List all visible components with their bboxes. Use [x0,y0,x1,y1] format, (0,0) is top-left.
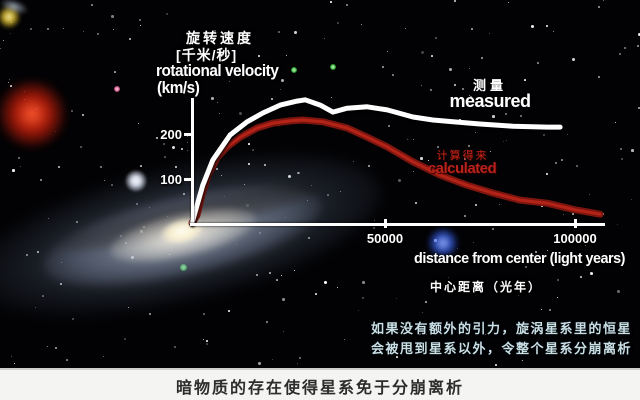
y-tick-100 [184,178,193,181]
x-tick-50000 [384,219,387,228]
caption-bar: 暗物质的存在使得星系免于分崩离析 [0,368,640,400]
y-axis-unit-english: (km/s) [157,78,200,97]
red-nebula-glow [0,80,68,148]
green-star-2 [291,67,297,73]
x-tick-100000 [574,219,577,228]
note-line-1: 如果没有额外的引力，旋涡星系里的恒星 [370,321,632,336]
blue-star-glow [428,228,458,258]
calculated-label-chinese: 计算得来 [436,150,489,162]
x-tick-label-100000: 100000 [553,231,597,246]
measured-label-chinese: 测量 [472,78,507,93]
x-axis [190,223,605,226]
measured-curve [189,97,563,226]
green-star-3 [330,64,336,70]
chart-title-chinese: 旋转速度 [186,30,254,46]
y-axis [191,98,194,226]
starfield-background [0,0,640,366]
calculated-curve-highlight [190,118,602,225]
y-axis-label-english: rotational velocity [156,61,279,80]
calculated-curve [188,116,604,227]
x-tick-label-50000: 50000 [366,231,404,246]
calculated-label-english: calculated [427,160,497,177]
y-tick-label-200: 200 [160,127,182,142]
chart-unit-chinese: [千米/秒] [176,47,238,63]
note-line-2: 会被甩到星系以外，令整个星系分崩离析 [370,341,632,356]
x-axis-label-chinese: 中心距离（光年） [430,280,543,294]
x-axis-label-english: distance from center (light years) [414,250,625,267]
y-tick-label-100: 100 [160,172,182,187]
caption-text: 暗物质的存在使得星系免于分崩离析 [175,380,464,397]
bright-white-star [125,170,147,192]
measured-label-english: measured [449,91,531,111]
pink-star [114,86,120,92]
y-tick-200 [184,133,193,136]
